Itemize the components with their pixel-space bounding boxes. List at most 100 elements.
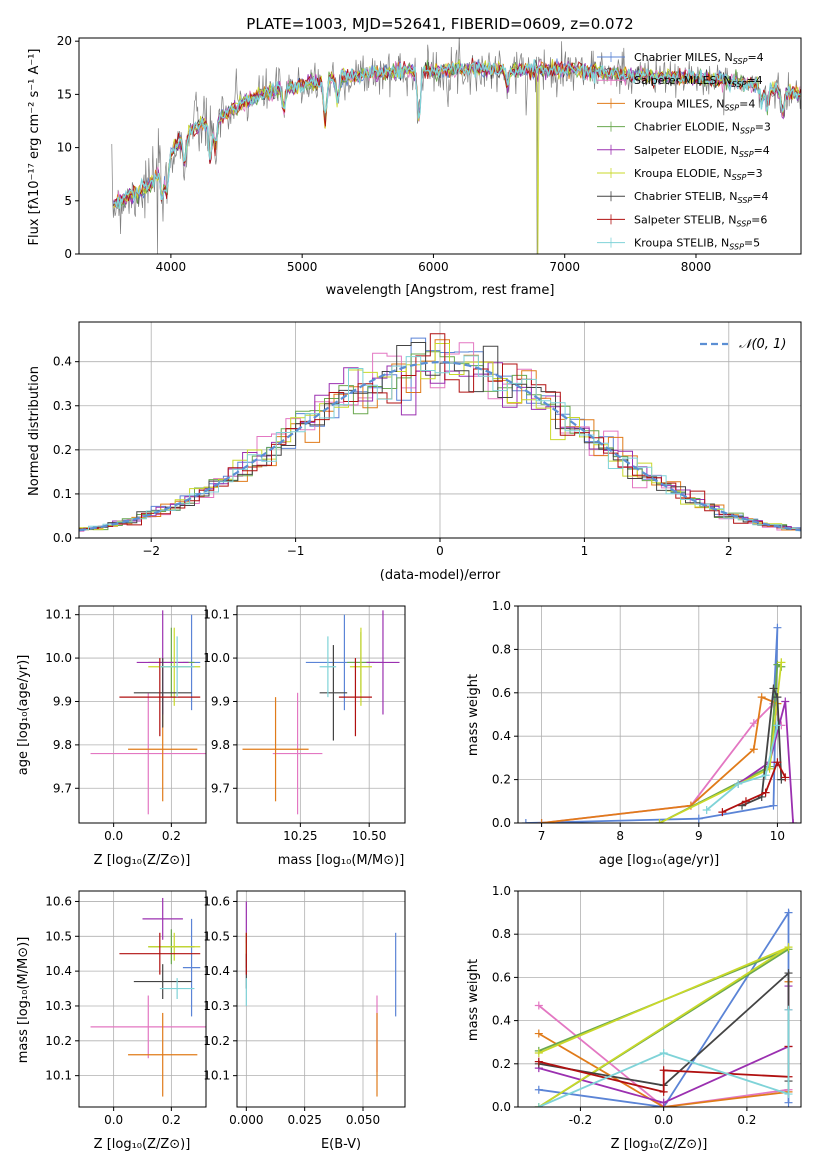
spectrum-title: PLATE=1003, MJD=52641, FIBERID=0609, z=0… — [246, 15, 633, 33]
weight-marker — [521, 819, 530, 823]
legend-count: =6 — [751, 213, 767, 226]
spectrum-ticks: 4000 5000 6000 7000 8000 0 5 10 15 20 — [57, 34, 712, 274]
x-tick-label: −2 — [142, 544, 160, 558]
spectrum-ylabel: Flux [fλ10⁻¹⁷ erg cm⁻² s⁻¹ A⁻¹] — [27, 49, 42, 246]
legend-subscript: SSP — [724, 103, 739, 112]
y-tick-label: 1.0 — [492, 599, 511, 613]
x-tick-label: 0.2 — [737, 1113, 756, 1127]
legend-label: Kroupa ELODIE, NSSP=3 — [634, 167, 763, 182]
legend-subscript: SSP — [732, 80, 747, 89]
weight-marker — [769, 801, 778, 810]
age-vs-Z-ylabel: age [log₁₀(age/yr)] — [16, 655, 31, 776]
errorbar-point — [349, 627, 372, 706]
x-tick-label: 1 — [581, 544, 589, 558]
weight-marker — [789, 819, 798, 823]
weight-marker — [761, 788, 770, 797]
residuals-frame — [78, 321, 802, 539]
x-tick-label: 10 — [770, 829, 785, 843]
errorbar-point — [148, 932, 201, 961]
y-tick-label: 9.8 — [53, 738, 72, 752]
legend-count: =3 — [746, 167, 762, 180]
weight-marker — [773, 721, 782, 730]
y-tick-label: 10 — [57, 141, 72, 155]
weight-marker — [761, 771, 770, 780]
spectrum-xlabel: wavelength [Angstrom, rest frame] — [326, 283, 555, 298]
spectrum-lines — [111, 38, 801, 254]
legend-label: 𝒩(0, 1) — [739, 337, 786, 352]
weight-vs-age-frame — [517, 605, 802, 824]
x-tick-label: 0.0 — [654, 1113, 673, 1127]
weight-marker — [784, 969, 793, 978]
y-tick-label: 9.9 — [211, 694, 230, 708]
weight-vs-Z-ticks: -0.2 0.0 0.2 0.0 0.2 0.4 0.6 0.8 1.0 — [492, 884, 757, 1127]
mass-vs-Z-points — [90, 897, 206, 1097]
y-tick-label: 0.4 — [492, 729, 511, 743]
legend-count: =4 — [754, 144, 770, 157]
weight-marker — [534, 1001, 543, 1010]
weight-marker — [718, 808, 727, 817]
weight-marker — [784, 908, 793, 917]
mass-vs-ebv-ticks: 0.000 0.025 0.050 10.1 10.2 10.3 10.4 10.5 10.6 — [203, 894, 380, 1127]
mass-vs-Z-panel: 0.0 0.2 10.1 10.2 10.3 10.4 10.5 10.6 Z [log₁₀(… — [16, 890, 207, 1152]
weight-marker — [702, 805, 711, 814]
weight-vs-age-panel: 7 8 9 10 0.0 0.2 0.4 0.6 0.8 1.0 age [log₁₀(age/y… — [466, 599, 802, 868]
weight-marker — [749, 719, 758, 728]
age-vs-mass-xlabel: mass [log₁₀(M/M⊙)] — [278, 853, 405, 868]
y-tick-label: 0.1 — [53, 487, 72, 501]
weight-line — [659, 663, 782, 823]
weight-marker — [784, 1005, 793, 1014]
y-tick-label: 0.8 — [492, 927, 511, 941]
weight-marker — [757, 693, 766, 702]
y-tick-label: 10.2 — [45, 1034, 72, 1048]
residuals-panel: −2 −1 0 1 2 0.0 0.1 0.2 0.3 0.4 𝒩(0, 1) (data-mode… — [27, 321, 802, 583]
y-tick-label: 9.8 — [211, 738, 230, 752]
x-tick-label: 2 — [725, 544, 733, 558]
weight-marker — [769, 684, 778, 693]
y-tick-label: 0.2 — [53, 443, 72, 457]
normal-curve — [79, 360, 801, 532]
weight-marker — [781, 773, 790, 782]
weight-marker — [655, 819, 664, 823]
weight-marker — [659, 1087, 668, 1096]
mass-vs-Z-ylabel: mass [log₁₀(M/M⊙)] — [16, 937, 31, 1064]
errorbar-point — [133, 658, 192, 728]
y-tick-label: 10.1 — [203, 608, 230, 622]
weight-marker — [534, 1085, 543, 1094]
legend-count: =5 — [744, 237, 760, 250]
y-tick-label: 10.0 — [45, 651, 72, 665]
y-tick-label: 20 — [57, 34, 72, 48]
spectrum-panel: PLATE=1003, MJD=52641, FIBERID=0609, z=0… — [27, 15, 802, 298]
histogram-step — [79, 342, 801, 532]
weight-marker — [659, 1066, 668, 1075]
legend-subscript: SSP — [739, 150, 754, 159]
y-tick-label: 9.7 — [53, 781, 72, 795]
weight-vs-age-series — [521, 623, 798, 823]
legend-subscript: SSP — [736, 219, 751, 228]
weight-marker — [749, 745, 758, 754]
x-tick-label: 0.0 — [104, 1113, 123, 1127]
x-tick-label: 0.2 — [162, 829, 181, 843]
spectrum-legend: Chabrier MILES, NSSP=4 Salpeter MILES, NS… — [597, 51, 771, 252]
weight-marker — [784, 943, 793, 952]
x-tick-label: 10.25 — [283, 829, 317, 843]
errorbar-point — [338, 658, 372, 737]
legend-count: =3 — [755, 121, 771, 134]
y-tick-label: 10.4 — [45, 964, 72, 978]
x-tick-label: 8000 — [681, 260, 712, 274]
y-tick-label: 1.0 — [492, 884, 511, 898]
errorbar-point — [159, 636, 195, 698]
histogram-step — [79, 355, 801, 532]
x-tick-label: -0.2 — [569, 1113, 592, 1127]
x-tick-label: 7000 — [549, 260, 580, 274]
weight-line — [538, 1009, 790, 1107]
weight-marker — [537, 819, 546, 823]
weight-vs-Z-xlabel: Z [log₁₀(Z/Z⊙)] — [611, 1137, 708, 1152]
x-tick-label: 10.50 — [352, 829, 386, 843]
legend-count: =4 — [746, 74, 762, 87]
legend-subscript: SSP — [733, 57, 748, 66]
weight-vs-age-ylabel: mass weight — [466, 674, 481, 756]
legend-subscript: SSP — [738, 196, 753, 205]
age-vs-Z-frame — [78, 605, 207, 824]
y-tick-label: 0.4 — [492, 1014, 511, 1028]
errorbar-point — [119, 932, 201, 975]
